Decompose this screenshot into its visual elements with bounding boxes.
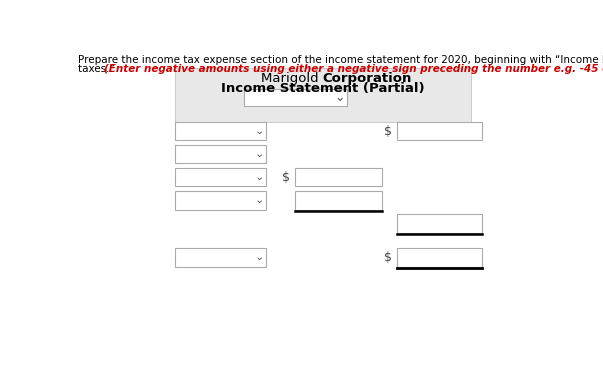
Text: ⌄: ⌄: [254, 195, 264, 205]
FancyBboxPatch shape: [397, 122, 482, 140]
FancyBboxPatch shape: [397, 214, 482, 233]
Text: $: $: [384, 125, 392, 137]
FancyBboxPatch shape: [295, 168, 382, 186]
FancyBboxPatch shape: [175, 68, 470, 122]
FancyBboxPatch shape: [175, 122, 266, 140]
FancyBboxPatch shape: [175, 168, 266, 186]
Text: $: $: [384, 251, 392, 264]
Text: ⌄: ⌄: [254, 126, 264, 136]
Text: taxes.”: taxes.”: [78, 64, 118, 74]
Text: ⌄: ⌄: [254, 172, 264, 182]
FancyBboxPatch shape: [295, 191, 382, 210]
FancyBboxPatch shape: [175, 248, 266, 267]
Text: (Enter negative amounts using either a negative sign preceding the number e.g. -: (Enter negative amounts using either a n…: [104, 64, 603, 74]
FancyBboxPatch shape: [175, 191, 266, 210]
Text: ⌄: ⌄: [254, 252, 264, 262]
Text: ⌄: ⌄: [335, 91, 345, 104]
Text: Corporation: Corporation: [323, 72, 412, 85]
Text: Income Statement (Partial): Income Statement (Partial): [221, 82, 425, 95]
FancyBboxPatch shape: [397, 248, 482, 267]
Text: $: $: [282, 171, 290, 184]
Text: Prepare the income tax expense section of the income statement for 2020, beginni: Prepare the income tax expense section o…: [78, 55, 603, 65]
FancyBboxPatch shape: [244, 90, 347, 107]
Text: ⌄: ⌄: [254, 149, 264, 159]
FancyBboxPatch shape: [175, 145, 266, 163]
Text: Marigold: Marigold: [260, 72, 323, 85]
